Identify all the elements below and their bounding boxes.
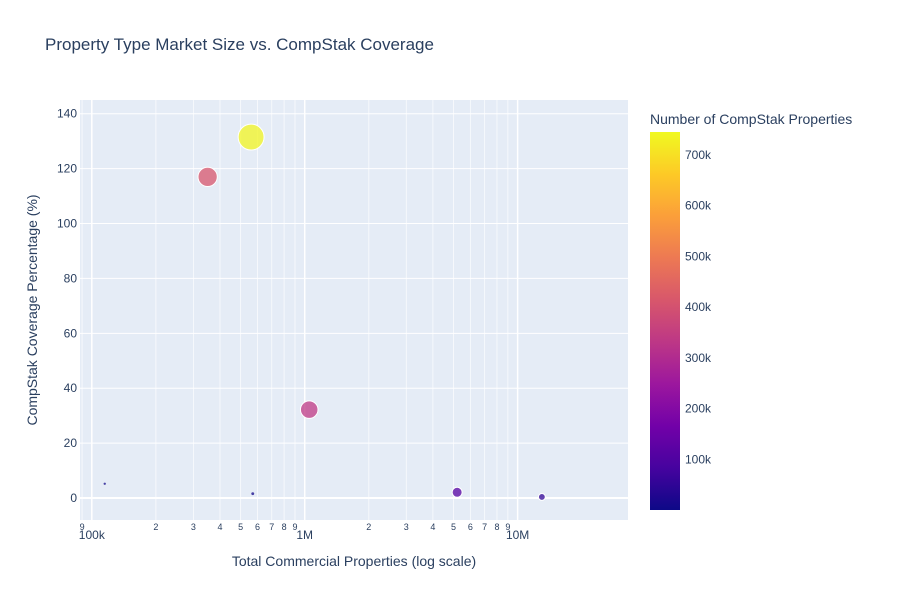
colorbar-tick-label: 300k bbox=[685, 351, 712, 365]
colorbar-tick-label: 700k bbox=[685, 148, 712, 162]
x-minor-tick-label: 8 bbox=[494, 522, 499, 532]
colorbar-tick-label: 400k bbox=[685, 300, 712, 314]
y-tick-label: 80 bbox=[64, 271, 78, 285]
x-minor-tick-label: 3 bbox=[404, 522, 409, 532]
y-tick-label: 40 bbox=[64, 381, 78, 395]
plot-area bbox=[80, 100, 628, 520]
x-minor-tick-label: 9 bbox=[505, 522, 510, 532]
x-minor-tick-label: 6 bbox=[468, 522, 473, 532]
x-minor-tick-label: 7 bbox=[482, 522, 487, 532]
x-minor-tick-label: 5 bbox=[238, 522, 243, 532]
x-minor-tick-label: 4 bbox=[430, 522, 435, 532]
x-minor-tick-label: 8 bbox=[282, 522, 287, 532]
data-point bbox=[237, 123, 265, 151]
data-point bbox=[103, 482, 106, 485]
y-axis-title: CompStak Coverage Percentage (%) bbox=[24, 194, 40, 425]
y-tick-label: 0 bbox=[70, 491, 77, 505]
x-minor-tick-label: 5 bbox=[451, 522, 456, 532]
x-tick-label: 10M bbox=[506, 528, 529, 542]
x-minor-tick-label: 9 bbox=[80, 522, 85, 532]
x-minor-tick-label: 9 bbox=[292, 522, 297, 532]
colorbar bbox=[650, 132, 680, 510]
data-points bbox=[103, 123, 546, 501]
colorbar-tick-label: 600k bbox=[685, 199, 712, 213]
colorbar-ticks: 100k 200k 300k 400k 500k 600k 700k bbox=[685, 148, 712, 466]
chart-title: Property Type Market Size vs. CompStak C… bbox=[45, 35, 434, 54]
grid-lines bbox=[80, 100, 628, 520]
y-tick-label: 140 bbox=[57, 107, 77, 121]
colorbar-title: Number of CompStak Properties bbox=[650, 111, 852, 127]
x-tick-label: 100k bbox=[79, 528, 106, 542]
data-point bbox=[299, 400, 319, 419]
y-tick-label: 20 bbox=[64, 436, 78, 450]
x-axis-title: Total Commercial Properties (log scale) bbox=[232, 553, 476, 569]
x-minor-tick-label: 2 bbox=[153, 522, 158, 532]
data-point bbox=[197, 166, 218, 188]
x-minor-tick-label: 4 bbox=[217, 522, 222, 532]
data-point bbox=[251, 492, 255, 496]
y-tick-label: 60 bbox=[64, 326, 78, 340]
x-minor-tick-label: 6 bbox=[255, 522, 260, 532]
y-axis-ticks: 0 20 40 60 80 100 120 140 bbox=[57, 107, 77, 505]
x-minor-tick-label: 3 bbox=[191, 522, 196, 532]
data-point bbox=[451, 486, 463, 498]
y-tick-label: 120 bbox=[57, 162, 77, 176]
x-minor-tick-label: 7 bbox=[269, 522, 274, 532]
y-tick-label: 100 bbox=[57, 217, 77, 231]
x-minor-tick-label: 2 bbox=[366, 522, 371, 532]
data-point bbox=[537, 493, 546, 501]
colorbar-tick-label: 100k bbox=[685, 452, 712, 466]
x-tick-label: 1M bbox=[296, 528, 313, 542]
colorbar-tick-label: 200k bbox=[685, 402, 712, 416]
colorbar-tick-label: 500k bbox=[685, 249, 712, 263]
